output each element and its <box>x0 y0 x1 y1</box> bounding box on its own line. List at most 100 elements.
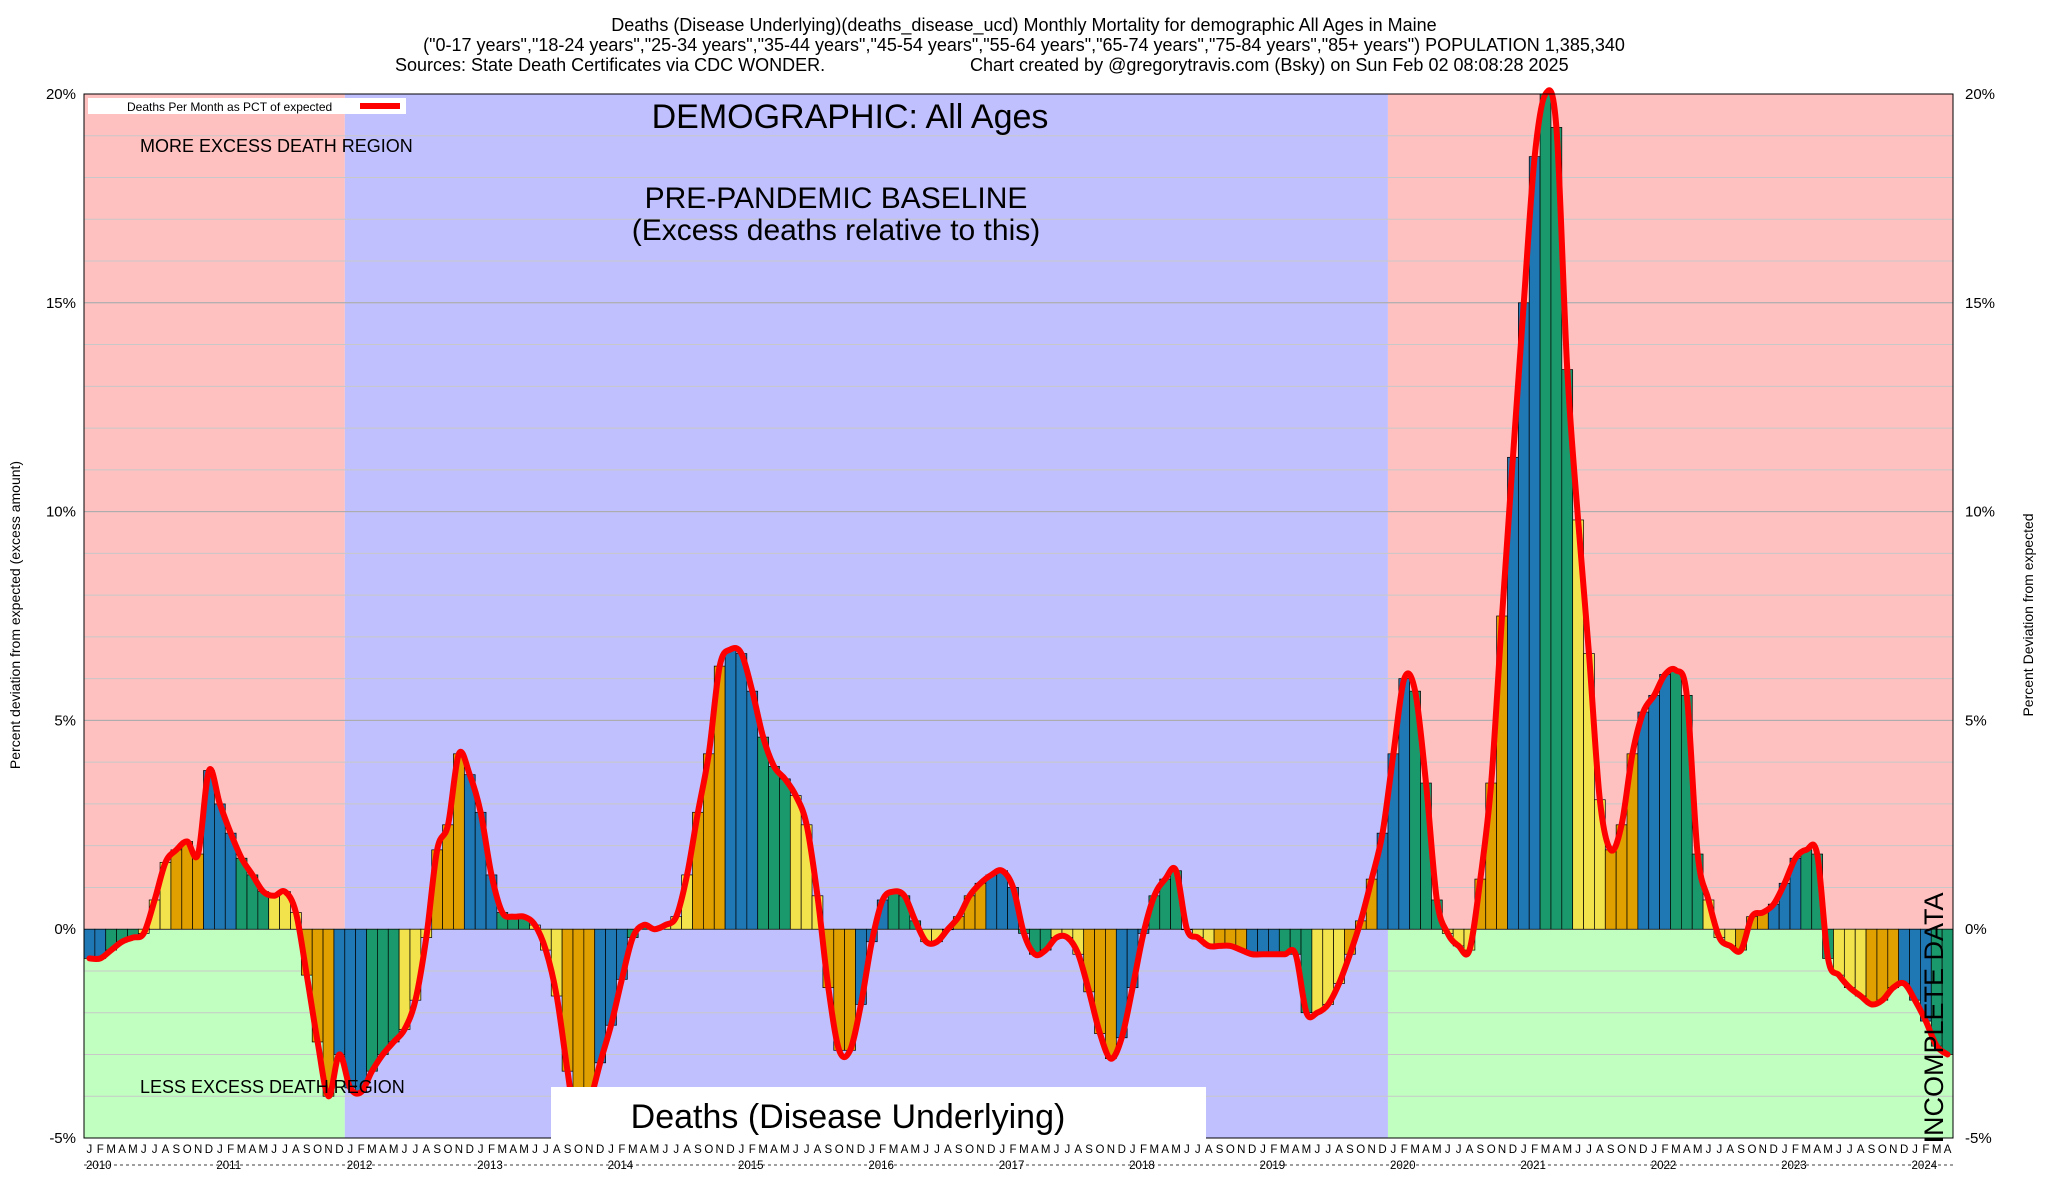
bar <box>1528 156 1541 930</box>
month-tick-label: A <box>249 1144 257 1156</box>
month-tick-label: D <box>1118 1144 1126 1156</box>
month-tick-label: F <box>1792 1144 1799 1156</box>
month-tick-label: M <box>1802 1144 1812 1156</box>
month-tick-label: F <box>488 1144 495 1156</box>
month-tick-label: M <box>628 1144 638 1156</box>
month-tick-label: D <box>987 1144 995 1156</box>
month-tick-label: J <box>608 1144 614 1156</box>
bar <box>779 778 791 930</box>
month-tick-label: J <box>934 1144 940 1156</box>
month-tick-label: A <box>1726 1144 1734 1156</box>
month-tick-label: M <box>1302 1144 1312 1156</box>
month-tick-label: J <box>532 1144 538 1156</box>
less-excess-label: LESS EXCESS DEATH REGION <box>140 1077 405 1097</box>
month-tick-label: A <box>901 1144 909 1156</box>
year-tick-label: 2018 <box>1129 1160 1155 1172</box>
month-tick-label: M <box>258 1144 268 1156</box>
month-tick-label: J <box>1912 1144 1918 1156</box>
bar <box>789 795 802 930</box>
bar <box>1268 928 1280 955</box>
month-tick-label: A <box>944 1144 952 1156</box>
month-tick-label: J <box>271 1144 277 1156</box>
month-tick-label: D <box>1509 1144 1517 1156</box>
bar <box>1887 928 1900 989</box>
bar <box>768 765 780 930</box>
bar <box>1898 928 1910 984</box>
month-tick-label: A <box>553 1144 561 1156</box>
month-tick-label: J <box>869 1144 875 1156</box>
header-line-2: ("0-17 years","18-24 years","25-34 years… <box>423 35 1625 55</box>
month-tick-label: S <box>1476 1144 1484 1156</box>
month-tick-label: F <box>1270 1144 1277 1156</box>
month-tick-label: M <box>910 1144 920 1156</box>
bar <box>442 824 454 930</box>
bar <box>1604 849 1617 930</box>
y-tick-label-left: 20% <box>46 86 76 103</box>
bar <box>1311 928 1324 1014</box>
month-tick-label: M <box>389 1144 399 1156</box>
year-tick-label: 2022 <box>1651 1160 1677 1172</box>
month-tick-label: N <box>455 1144 463 1156</box>
month-tick-label: N <box>1498 1144 1506 1156</box>
bar <box>735 653 748 930</box>
chart-title-box <box>551 1087 1206 1142</box>
baseline-sublabel: (Excess deaths relative to this) <box>632 214 1041 247</box>
month-tick-label: J <box>1847 1144 1853 1156</box>
header-line-3-credit: Chart created by @gregorytravis.com (Bsk… <box>970 55 1569 75</box>
month-tick-label: A <box>1074 1144 1082 1156</box>
month-tick-label: N <box>194 1144 202 1156</box>
month-tick-label: F <box>227 1144 234 1156</box>
month-tick-label: J <box>1184 1144 1190 1156</box>
year-tick-label: 2015 <box>738 1160 764 1172</box>
month-tick-label: N <box>846 1144 854 1156</box>
year-tick-label: 2011 <box>216 1160 241 1172</box>
month-tick-label: J <box>402 1144 408 1156</box>
month-tick-label: J <box>1260 1144 1266 1156</box>
month-tick-label: F <box>1531 1144 1538 1156</box>
year-tick-label: 2016 <box>868 1160 894 1172</box>
demographic-label: DEMOGRAPHIC: All Ages <box>652 98 1049 136</box>
more-excess-label: MORE EXCESS DEATH REGION <box>140 136 413 156</box>
month-tick-label: M <box>758 1144 768 1156</box>
month-tick-label: N <box>1628 1144 1636 1156</box>
month-tick-label: O <box>1617 1144 1626 1156</box>
month-tick-label: J <box>662 1144 668 1156</box>
bar <box>1637 711 1650 930</box>
month-tick-label: N <box>976 1144 984 1156</box>
y-tick-label-left: -5% <box>49 1130 76 1147</box>
month-tick-label: M <box>780 1144 790 1156</box>
month-tick-label: O <box>183 1144 192 1156</box>
month-tick-label: J <box>141 1144 147 1156</box>
month-tick-label: A <box>1335 1144 1343 1156</box>
month-tick-label: J <box>739 1144 745 1156</box>
legend-label: Deaths Per Month as PCT of expected <box>127 100 332 114</box>
bar <box>366 928 378 1072</box>
month-tick-label: J <box>804 1144 810 1156</box>
y-tick-label-right: 5% <box>1965 712 1987 729</box>
month-tick-label: N <box>1367 1144 1375 1156</box>
month-tick-label: A <box>1944 1144 1952 1156</box>
month-tick-label: M <box>1823 1144 1833 1156</box>
month-tick-label: A <box>1161 1144 1169 1156</box>
month-tick-label: A <box>1205 1144 1213 1156</box>
month-tick-label: O <box>444 1144 453 1156</box>
month-tick-label: N <box>716 1144 724 1156</box>
month-tick-label: J <box>152 1144 158 1156</box>
month-tick-label: J <box>999 1144 1005 1156</box>
deviation-line <box>86 87 1951 1142</box>
bar <box>192 853 204 930</box>
month-tick-label: M <box>1671 1144 1681 1156</box>
month-tick-label: D <box>596 1144 604 1156</box>
month-tick-label: J <box>282 1144 288 1156</box>
month-tick-label: A <box>640 1144 648 1156</box>
bar <box>1105 928 1117 1060</box>
month-tick-label: N <box>585 1144 593 1156</box>
month-tick-label: A <box>118 1144 126 1156</box>
month-tick-label: M <box>1693 1144 1703 1156</box>
month-tick-label: S <box>694 1144 702 1156</box>
year-tick-label: 2012 <box>347 1160 373 1172</box>
month-tick-label: M <box>650 1144 660 1156</box>
bar <box>1854 928 1867 997</box>
month-tick-label: F <box>879 1144 886 1156</box>
month-tick-label: S <box>1346 1144 1354 1156</box>
